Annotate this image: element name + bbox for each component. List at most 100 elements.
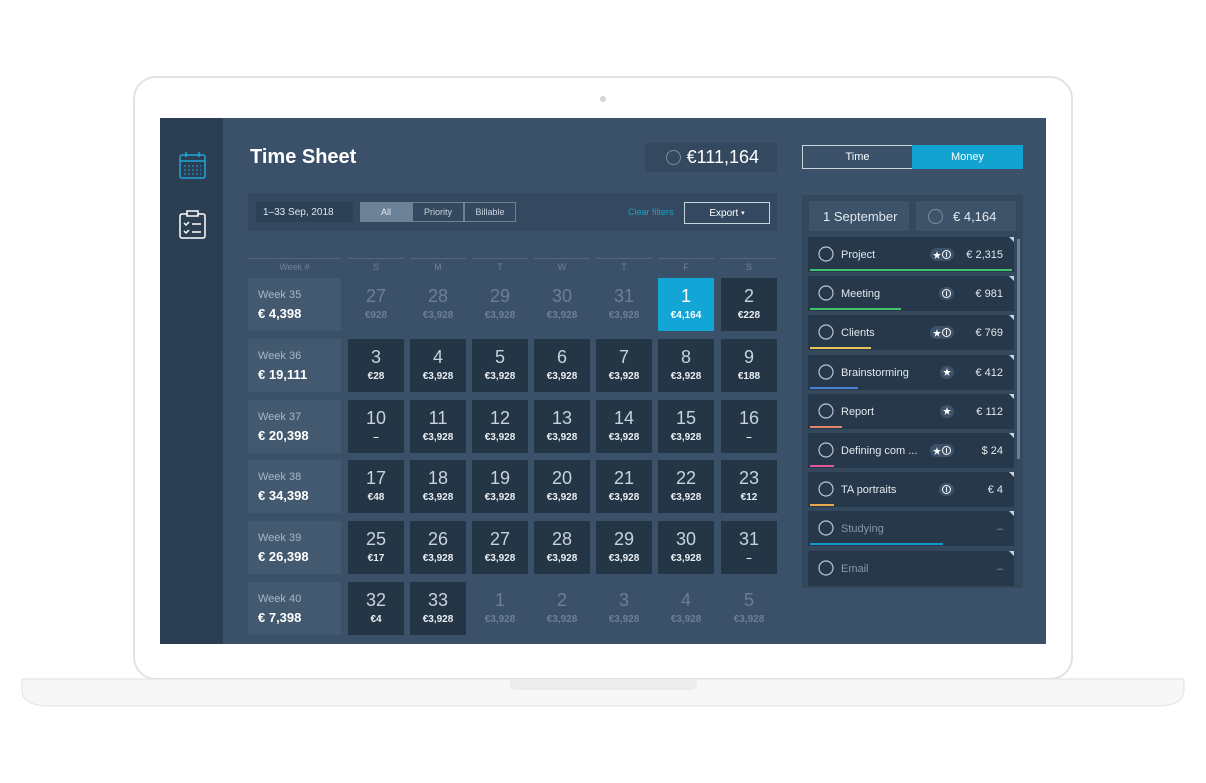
day-cell[interactable]: 22 €3,928 (658, 460, 714, 514)
day-cell[interactable]: 6 €3,928 (534, 338, 590, 392)
day-cell[interactable]: 4 €3,928 (410, 338, 466, 392)
day-amount: €3,928 (484, 492, 516, 504)
list-item[interactable]: Clients € 769 (808, 315, 1014, 351)
column-header: F (658, 258, 714, 272)
day-number: 1 (494, 590, 505, 610)
progress-bar (810, 269, 1012, 271)
day-number: 4 (680, 590, 691, 610)
day-number: 29 (489, 286, 511, 306)
day-cell[interactable]: 15 €3,928 (658, 399, 714, 453)
list-item[interactable]: Project € 2,315 (808, 237, 1014, 272)
day-cell[interactable]: 9 €188 (721, 338, 777, 392)
day-cell[interactable]: 21 €3,928 (596, 460, 652, 514)
badge (930, 444, 954, 457)
item-amount: € 769 (975, 327, 1003, 340)
day-number: 3 (370, 346, 381, 367)
list-item[interactable]: Studying – (808, 511, 1014, 547)
progress-bar (810, 504, 835, 507)
filter-tab[interactable]: All (360, 202, 412, 222)
day-cell[interactable]: 12 €3,928 (472, 399, 528, 453)
day-cell[interactable]: 7 €3,928 (596, 338, 652, 392)
day-cell[interactable]: 29 €3,928 (596, 521, 652, 575)
day-amount: €928 (364, 310, 388, 321)
day-cell[interactable]: 33 €3,928 (410, 582, 466, 635)
week-cell[interactable]: Week 36 € 19,111 (248, 338, 341, 392)
day-cell[interactable]: 2 €228 (721, 278, 777, 331)
item-icon (818, 442, 834, 458)
day-cell[interactable]: 30 €3,928 (658, 521, 714, 575)
day-cell[interactable]: 18 €3,928 (410, 460, 466, 514)
calendar-icon[interactable] (179, 151, 206, 179)
list-item[interactable]: TA portraits € 4 (808, 472, 1014, 508)
day-number: 14 (613, 407, 635, 428)
week-cell[interactable]: Week 37 € 20,398 (248, 399, 341, 453)
scrollbar[interactable] (1017, 239, 1020, 459)
filter-tab[interactable]: Billable (464, 202, 516, 222)
day-cell[interactable]: 4 €3,928 (658, 582, 714, 635)
week-cell[interactable]: Week 35 € 4,398 (248, 278, 341, 331)
day-cell[interactable]: 31 – (721, 521, 777, 575)
day-cell[interactable]: 3 €3,928 (596, 582, 652, 635)
list-item[interactable]: Defining com ... $ 24 (808, 433, 1014, 468)
day-cell[interactable]: 32 €4 (348, 582, 404, 635)
day-cell[interactable]: 20 €3,928 (534, 460, 590, 514)
day-cell[interactable]: 11 €3,928 (410, 399, 466, 453)
day-cell[interactable]: 13 €3,928 (534, 399, 590, 453)
week-label: Week 35 (258, 289, 302, 301)
day-cell[interactable]: 19 €3,928 (472, 460, 528, 514)
day-cell[interactable]: 28 €3,928 (410, 278, 466, 331)
day-cell[interactable]: 31 €3,928 (596, 278, 652, 331)
list-item[interactable]: Report € 112 (808, 393, 1014, 429)
day-cell[interactable]: 3 €28 (348, 338, 404, 392)
day-cell[interactable]: 30 €3,928 (534, 278, 590, 331)
week-cell[interactable]: Week 39 € 26,398 (248, 521, 341, 575)
day-cell[interactable]: 8 €3,928 (658, 338, 714, 392)
day-amount: €3,928 (546, 310, 578, 321)
filter-tab[interactable]: Priority (412, 202, 464, 222)
toggle-button[interactable]: Time (802, 145, 913, 169)
day-cell[interactable]: 16 – (721, 399, 777, 453)
export-button[interactable]: Export ▾ (684, 202, 770, 224)
day-cell[interactable]: 2 €3,928 (534, 582, 590, 635)
day-cell[interactable]: 5 €3,928 (472, 338, 528, 392)
dollar-icon (942, 328, 951, 338)
day-amount: €3,928 (484, 614, 516, 625)
day-amount: €3,928 (546, 492, 578, 504)
day-cell[interactable]: 26 €3,928 (410, 521, 466, 575)
list-item[interactable]: Meeting € 981 (808, 276, 1014, 312)
day-cell[interactable]: 29 €3,928 (472, 278, 528, 331)
badge (940, 404, 954, 418)
date-range[interactable]: 1–33 Sep, 2018 (256, 202, 353, 222)
day-cell[interactable]: 10 – (348, 399, 404, 453)
day-cell[interactable]: 17 €48 (348, 460, 404, 514)
day-number: 11 (428, 407, 448, 428)
day-cell[interactable]: 28 €3,928 (534, 521, 590, 575)
day-number: 12 (489, 407, 511, 428)
item-icon (818, 246, 834, 262)
week-cell[interactable]: Week 40 € 7,398 (248, 582, 341, 635)
day-number: 33 (427, 590, 449, 610)
week-total: € 4,398 (258, 306, 302, 321)
day-cell[interactable]: 5 €3,928 (721, 582, 777, 635)
day-number: 21 (613, 468, 635, 489)
day-amount: €3,928 (608, 310, 640, 321)
list-item[interactable]: Email – (808, 550, 1014, 586)
day-cell[interactable]: 23 €12 (721, 460, 777, 514)
tasks-icon[interactable] (179, 210, 206, 239)
toggle-button[interactable]: Money (912, 145, 1023, 169)
clear-filters[interactable]: Clear filters (628, 207, 674, 217)
day-cell[interactable]: 14 €3,928 (596, 399, 652, 453)
day-cell[interactable]: 1 €4,164 (658, 278, 714, 331)
badge (939, 287, 954, 301)
item-amount: € 4 (987, 484, 1003, 497)
day-number: 17 (365, 468, 387, 489)
badge (930, 326, 954, 340)
day-cell[interactable]: 1 €3,928 (472, 582, 528, 635)
day-cell[interactable]: 27 €928 (348, 278, 404, 331)
week-cell[interactable]: Week 38 € 34,398 (248, 460, 341, 514)
day-cell[interactable]: 25 €17 (348, 521, 404, 575)
day-cell[interactable]: 27 €3,928 (472, 521, 528, 575)
list-item[interactable]: Brainstorming € 412 (808, 354, 1014, 390)
total-value: €111,164 (686, 147, 759, 167)
